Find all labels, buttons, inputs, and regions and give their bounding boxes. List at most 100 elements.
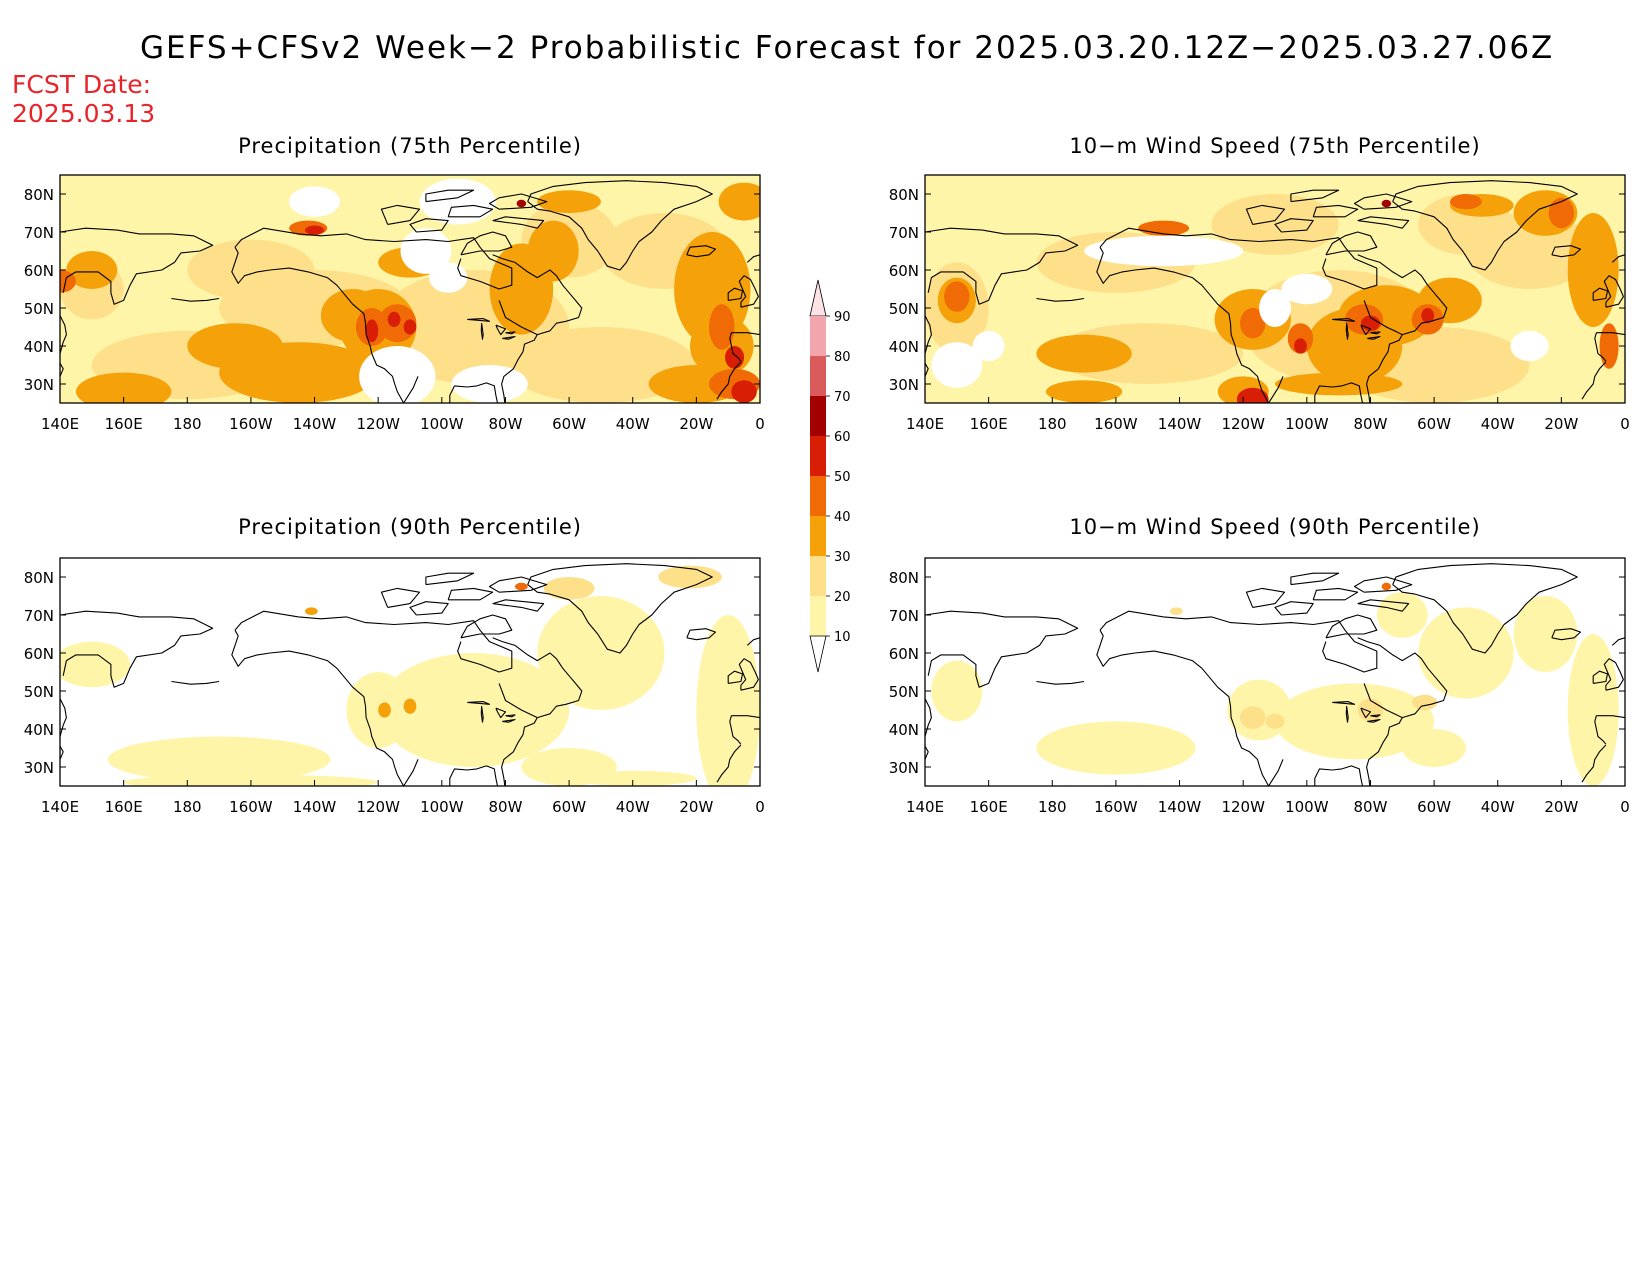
lon-tick-label: 160W xyxy=(1094,798,1138,816)
lat-tick-label: 40N xyxy=(24,338,54,356)
panel-title-precip-90: Precipitation (90th Percentile) xyxy=(238,515,582,539)
lon-tick-label: 140E xyxy=(906,798,944,816)
colorbar-level-label: 80 xyxy=(834,350,851,365)
probability-contour xyxy=(403,698,417,714)
probability-contour xyxy=(658,565,722,589)
lon-tick-label: 120W xyxy=(356,798,400,816)
lon-tick-label: 40W xyxy=(616,415,650,433)
probability-contour xyxy=(1376,592,1428,638)
lon-tick-label: 180 xyxy=(1038,415,1067,433)
colorbar-swatch xyxy=(810,596,826,636)
probability-contour xyxy=(1402,729,1466,767)
colorbar-swatch xyxy=(810,356,826,396)
lon-tick-label: 140W xyxy=(1158,798,1202,816)
lon-tick-label: 180 xyxy=(173,415,202,433)
probability-contour xyxy=(1418,607,1514,699)
lon-tick-label: 120W xyxy=(356,415,400,433)
probability-contour xyxy=(931,660,983,722)
lat-tick-label: 80N xyxy=(24,186,54,204)
probability-contour xyxy=(305,607,318,615)
probability-contour xyxy=(1084,235,1244,267)
lat-tick-label: 70N xyxy=(24,607,54,625)
probability-contour xyxy=(378,653,570,767)
probability-contour xyxy=(1045,380,1123,403)
lat-tick-label: 80N xyxy=(889,186,919,204)
lon-tick-label: 140W xyxy=(1158,415,1202,433)
lat-tick-label: 70N xyxy=(889,224,919,242)
lat-tick-label: 40N xyxy=(889,338,919,356)
lon-tick-label: 40W xyxy=(1481,798,1515,816)
probability-contour xyxy=(429,262,468,293)
lon-tick-label: 100W xyxy=(1285,798,1329,816)
map-field xyxy=(925,175,1625,403)
lon-tick-label: 0 xyxy=(755,798,765,816)
probability-contour xyxy=(1567,634,1619,786)
colorbar-level-label: 90 xyxy=(834,310,851,325)
lon-tick-label: 140E xyxy=(41,798,79,816)
map-panel-wind-90: 140E 160E 180 160W 140W 120W 100W 80W 60W 40W 20W 0… xyxy=(889,557,1630,816)
fcst-date: FCST Date: 2025.03.13 xyxy=(12,70,155,128)
colorbar-arrow-top xyxy=(809,279,827,317)
lon-tick-label: 20W xyxy=(679,798,713,816)
probability-contour xyxy=(1275,372,1403,396)
lon-tick-label: 80W xyxy=(488,415,522,433)
probability-contour xyxy=(1421,308,1435,324)
map-frame xyxy=(924,174,1626,404)
colorbar-swatch xyxy=(810,436,826,476)
probability-contour xyxy=(305,225,325,235)
probability-contour xyxy=(187,323,283,369)
probability-contour xyxy=(1036,334,1132,373)
probability-contour xyxy=(515,582,528,591)
probability-contour xyxy=(718,182,760,221)
lon-tick-label: 60W xyxy=(552,798,586,816)
lon-tick-label: 80W xyxy=(1353,798,1387,816)
probability-contour xyxy=(1548,197,1575,229)
lon-tick-label: 40W xyxy=(616,798,650,816)
fcst-date-label: FCST Date: xyxy=(12,70,152,99)
colorbar-swatch xyxy=(810,516,826,556)
map-frame xyxy=(59,557,761,787)
probability-contour xyxy=(1294,338,1307,354)
lat-tick-label: 40N xyxy=(889,721,919,739)
lon-tick-label: 20W xyxy=(679,415,713,433)
lon-tick-label: 0 xyxy=(1620,798,1630,816)
probability-contour xyxy=(944,281,970,312)
lat-tick-label: 50N xyxy=(889,683,919,701)
lon-tick-label: 160E xyxy=(105,798,143,816)
lat-tick-label: 30N xyxy=(24,376,54,394)
probability-contour xyxy=(403,319,417,335)
probability-contour xyxy=(1381,582,1392,591)
lon-tick-label: 100W xyxy=(420,798,464,816)
probability-contour xyxy=(1036,721,1196,775)
lon-tick-label: 160E xyxy=(105,415,143,433)
colorbar-level-label: 30 xyxy=(834,550,851,565)
fcst-date-value: 2025.03.13 xyxy=(12,99,156,128)
coastlines xyxy=(60,180,760,403)
probability-contour xyxy=(1236,387,1269,403)
panel-title-precip-75: Precipitation (75th Percentile) xyxy=(238,134,582,158)
probability-contour xyxy=(1411,694,1438,710)
probability-contour xyxy=(569,770,697,786)
map-frame xyxy=(924,557,1626,787)
colorbar-level-label: 20 xyxy=(834,590,851,605)
probability-contour xyxy=(972,330,1005,362)
probability-contour xyxy=(537,190,601,213)
probability-contour xyxy=(419,178,496,225)
colorbar-swatch xyxy=(810,396,826,436)
colorbar-swatch xyxy=(810,556,826,596)
lat-tick-label: 70N xyxy=(889,607,919,625)
probability-contour xyxy=(359,346,436,403)
lon-tick-label: 20W xyxy=(1544,415,1578,433)
map-panel-wind-75: 140E 160E 180 160W 140W 120W 100W 80W 60W 40W 20W 0… xyxy=(889,174,1630,433)
lon-tick-label: 180 xyxy=(173,798,202,816)
colorbar-arrow-bottom xyxy=(809,635,827,673)
lon-tick-label: 60W xyxy=(552,415,586,433)
lon-tick-label: 20W xyxy=(1544,798,1578,816)
lon-tick-label: 120W xyxy=(1221,798,1265,816)
map-frame xyxy=(59,174,761,404)
lon-tick-label: 140W xyxy=(293,798,337,816)
map-field xyxy=(60,558,760,786)
lon-tick-label: 120W xyxy=(1221,415,1265,433)
lon-tick-label: 80W xyxy=(1353,415,1387,433)
probability-contour xyxy=(931,342,983,388)
